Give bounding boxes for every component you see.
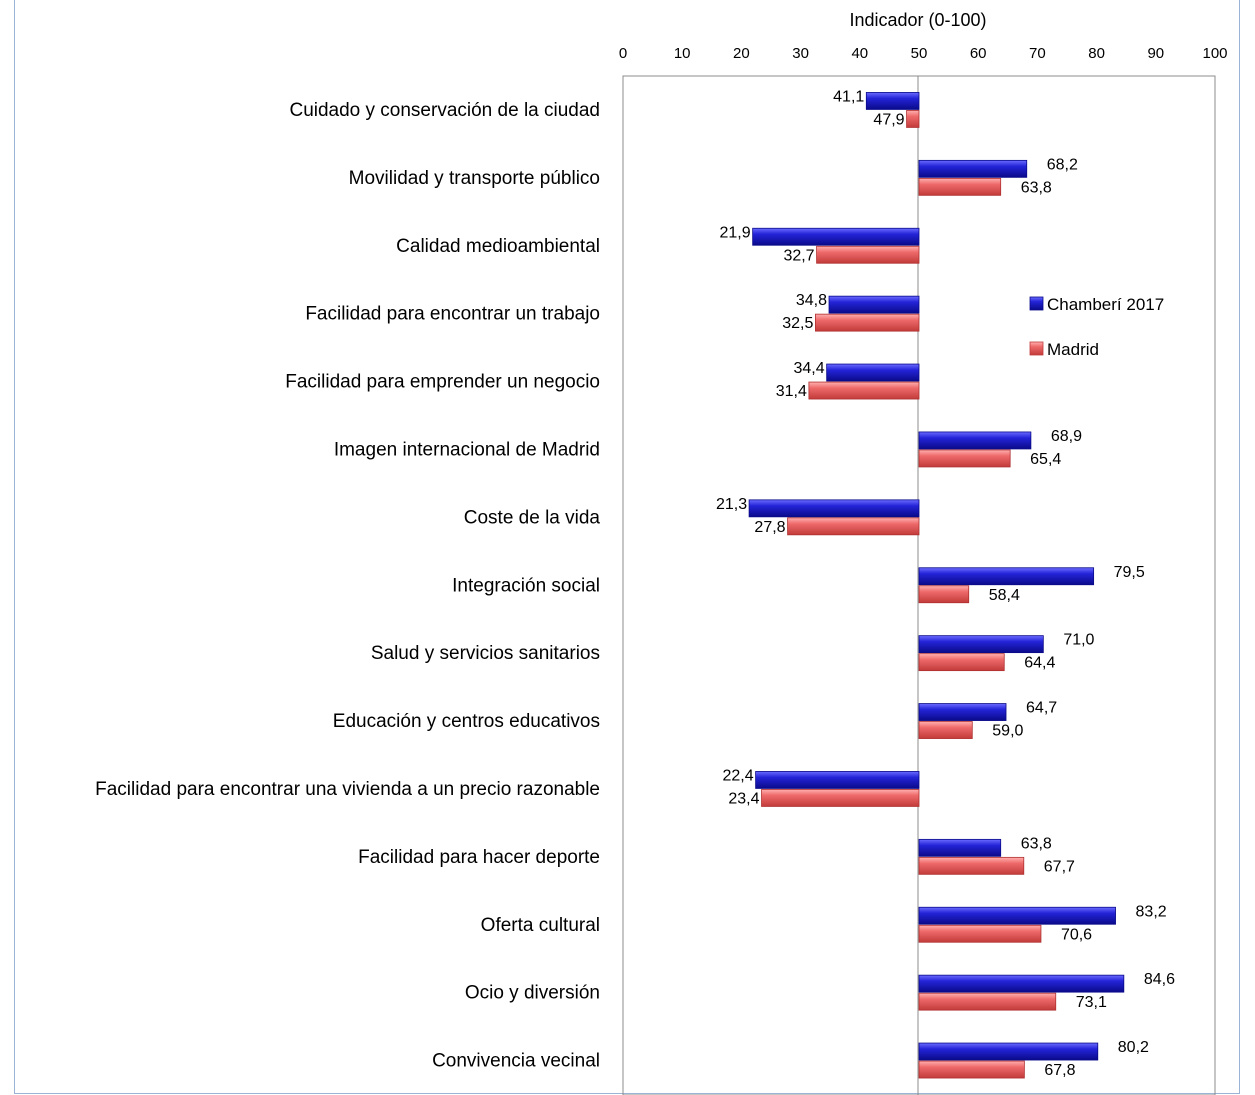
legend-label-chamberi: Chamberí 2017 [1047, 295, 1164, 314]
x-tick-label: 20 [733, 45, 750, 62]
x-axis-title: Indicador (0-100) [849, 10, 986, 30]
x-tick-label: 0 [619, 45, 627, 62]
chart-frame [14, 0, 1240, 1094]
data-label-madrid: 73,1 [1076, 994, 1107, 1011]
bar-chamberi [828, 295, 920, 314]
category-label: Integración social [452, 575, 600, 596]
bar-chamberi [918, 567, 1095, 586]
bar-madrid [918, 924, 1042, 943]
category-label: Cuidado y conservación de la ciudad [289, 100, 600, 121]
data-label-chamberi: 34,8 [796, 292, 827, 309]
bar-chamberi [748, 499, 920, 518]
category-label: Movilidad y transporte público [349, 168, 600, 189]
category-label: Convivencia vecinal [432, 1051, 600, 1072]
data-label-madrid: 65,4 [1030, 451, 1061, 468]
category-label: Facilidad para encontrar un trabajo [305, 304, 600, 325]
bar-chamberi [918, 431, 1032, 450]
data-label-madrid: 70,6 [1061, 926, 1092, 943]
x-tick-label: 90 [1147, 45, 1164, 62]
bar-madrid [816, 245, 920, 264]
x-tick-label: 60 [970, 45, 987, 62]
data-label-chamberi: 21,3 [716, 496, 747, 513]
data-label-chamberi: 79,5 [1114, 564, 1145, 581]
bar-madrid [918, 721, 973, 739]
x-tick-label: 40 [851, 45, 868, 62]
plot-area [622, 75, 1216, 1095]
x-tick-label: 50 [911, 45, 928, 62]
legend-swatch-madrid [1029, 341, 1044, 356]
data-label-chamberi: 80,2 [1118, 1039, 1149, 1056]
data-label-madrid: 23,4 [728, 790, 759, 807]
data-label-madrid: 59,0 [992, 723, 1023, 740]
bar-madrid [918, 653, 1005, 672]
bar-madrid [918, 856, 1025, 875]
bar-chamberi [918, 906, 1116, 925]
data-label-madrid: 32,7 [783, 247, 814, 264]
bar-madrid [815, 313, 920, 332]
data-label-chamberi: 64,7 [1026, 700, 1057, 717]
bar-chamberi [865, 92, 920, 110]
data-label-madrid: 31,4 [776, 383, 807, 400]
data-label-chamberi: 83,2 [1136, 903, 1167, 920]
x-tick-label: 100 [1202, 45, 1227, 62]
x-tick-label: 80 [1088, 45, 1105, 62]
category-label: Facilidad para encontrar una vivienda a … [95, 779, 600, 800]
data-label-chamberi: 63,8 [1021, 835, 1052, 852]
bar-chamberi [826, 363, 920, 382]
bar-chamberi [918, 703, 1007, 721]
category-label: Salud y servicios sanitarios [371, 643, 600, 664]
data-label-chamberi: 41,1 [833, 88, 864, 105]
category-label: Calidad medioambiental [396, 236, 600, 257]
bar-chamberi [918, 838, 1002, 857]
legend-swatch-chamberi [1029, 296, 1044, 311]
data-label-chamberi: 68,9 [1051, 428, 1082, 445]
data-label-madrid: 64,4 [1024, 655, 1055, 672]
category-label: Imagen internacional de Madrid [334, 439, 600, 460]
x-tick-label: 10 [674, 45, 691, 62]
bar-madrid [761, 789, 920, 807]
category-label: Oferta cultural [481, 915, 600, 936]
category-label: Facilidad para hacer deporte [358, 847, 600, 868]
x-tick-label: 70 [1029, 45, 1046, 62]
data-label-madrid: 67,8 [1044, 1062, 1075, 1079]
category-label: Educación y centros educativos [333, 711, 600, 732]
category-label: Coste de la vida [464, 507, 601, 528]
bar-madrid [906, 110, 920, 128]
bar-madrid [808, 381, 920, 400]
category-label: Ocio y diversión [465, 983, 600, 1004]
x-tick-label: 30 [792, 45, 809, 62]
data-label-madrid: 63,8 [1021, 179, 1052, 196]
data-label-chamberi: 21,9 [720, 224, 751, 241]
bar-chamberi [918, 635, 1044, 654]
data-label-chamberi: 22,4 [722, 767, 753, 784]
data-label-chamberi: 34,4 [794, 360, 825, 377]
data-label-madrid: 32,5 [782, 315, 813, 332]
bar-chamberi [755, 771, 920, 789]
data-label-madrid: 67,7 [1044, 858, 1075, 875]
bar-chamberi [918, 974, 1125, 993]
bar-madrid [918, 177, 1002, 196]
data-label-chamberi: 68,2 [1047, 156, 1078, 173]
bar-chamberi [918, 159, 1028, 178]
bar-chamberi [918, 1042, 1099, 1061]
bar-madrid [787, 517, 920, 536]
bar-madrid [918, 449, 1011, 468]
legend-label-madrid: Madrid [1047, 340, 1099, 359]
data-label-chamberi: 84,6 [1144, 971, 1175, 988]
bar-madrid [918, 992, 1057, 1011]
bar-madrid [918, 585, 970, 604]
bar-madrid [918, 1060, 1025, 1079]
data-label-chamberi: 71,0 [1063, 632, 1094, 649]
data-label-madrid: 58,4 [989, 587, 1020, 604]
bar-chamberi [752, 227, 920, 246]
category-label: Facilidad para emprender un negocio [285, 372, 600, 393]
data-label-madrid: 27,8 [754, 519, 785, 536]
data-label-madrid: 47,9 [873, 111, 904, 128]
